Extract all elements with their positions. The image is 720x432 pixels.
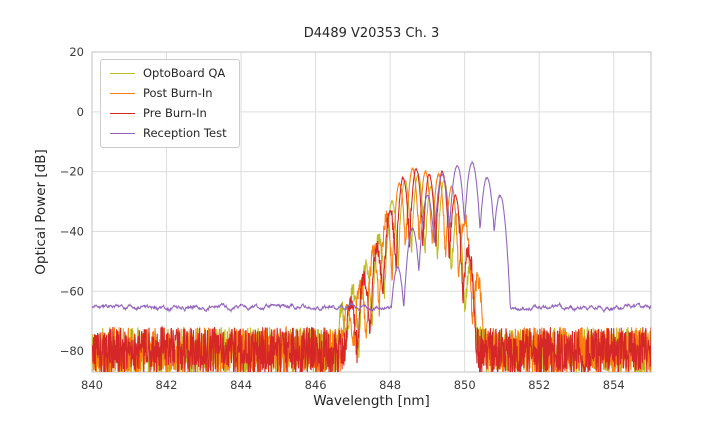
x-axis-label: Wavelength [nm] [313, 393, 430, 409]
legend-label: Pre Burn-In [143, 105, 207, 120]
y-axis-label: Optical Power [dB] [33, 149, 49, 275]
x-tick-label: 840 [81, 378, 103, 392]
legend-swatch [110, 72, 135, 74]
legend-swatch [110, 132, 135, 134]
legend-swatch [110, 112, 135, 114]
series-post-burn-in [92, 166, 651, 372]
legend-item: Post Burn-In [110, 86, 227, 101]
y-tick-label: −60 [60, 284, 84, 298]
legend-label: Reception Test [143, 125, 227, 140]
x-tick-label: 842 [156, 378, 178, 392]
chart-title: D4489 V20353 Ch. 3 [303, 26, 440, 41]
legend-swatch [110, 92, 135, 94]
legend-item: Pre Burn-In [110, 106, 227, 121]
x-tick-label: 844 [230, 378, 252, 392]
series-reception-test [92, 160, 651, 314]
legend-item: Reception Test [110, 126, 227, 141]
x-tick-label: 850 [454, 378, 476, 392]
series-pre-burn-in [92, 167, 651, 372]
x-tick-label: 852 [528, 378, 550, 392]
x-tick-label: 848 [379, 378, 401, 392]
legend-item: OptoBoard QA [110, 66, 227, 81]
y-tick-label: 0 [77, 105, 84, 119]
y-tick-label: −80 [60, 344, 84, 358]
axes-border [91, 51, 652, 373]
y-tick-label: −20 [60, 165, 84, 179]
legend-label: Post Burn-In [143, 85, 213, 100]
legend: OptoBoard QA Post Burn-In Pre Burn-In Recep… [100, 59, 240, 148]
y-tick-label: 20 [69, 45, 84, 59]
x-tick-label: 854 [603, 378, 625, 392]
legend-label: OptoBoard QA [143, 66, 226, 80]
x-tick-label: 846 [305, 378, 327, 392]
y-tick-label: −40 [60, 224, 84, 238]
